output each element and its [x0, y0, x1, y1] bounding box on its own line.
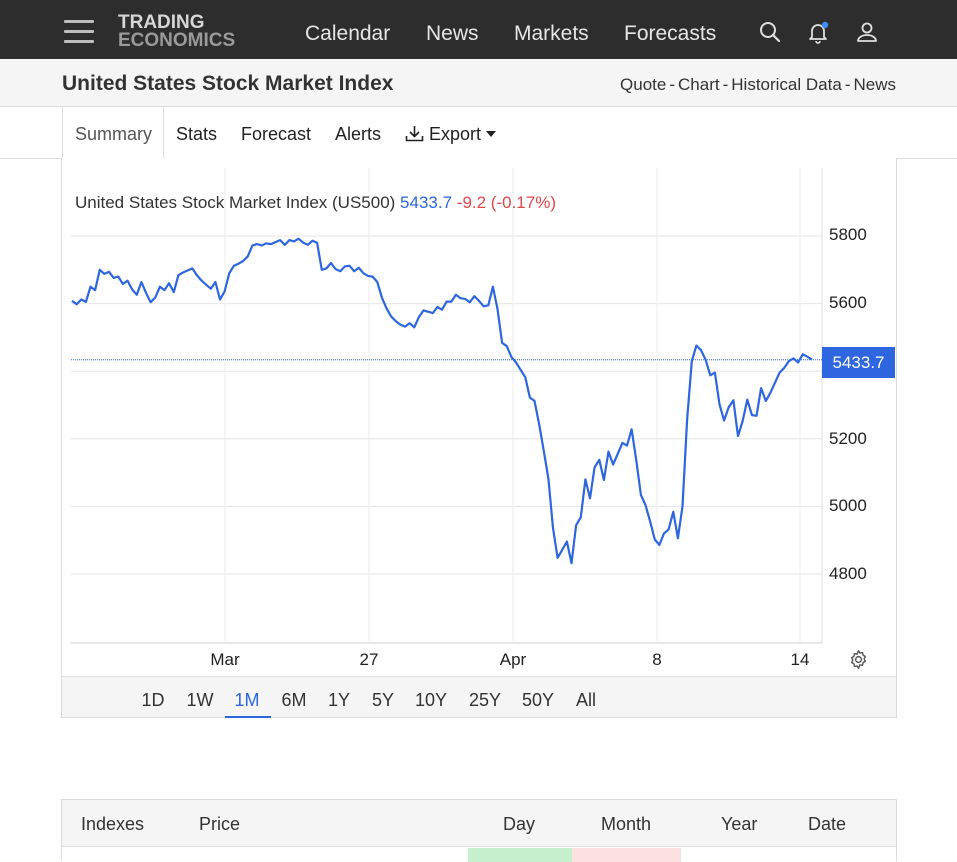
- range-10y[interactable]: 10Y: [414, 690, 448, 710]
- tab-stats[interactable]: Stats: [176, 124, 218, 144]
- link-historical-data[interactable]: Historical Data: [731, 75, 842, 94]
- tab-forecast[interactable]: Forecast: [241, 124, 312, 144]
- nav-calendar[interactable]: Calendar: [305, 22, 391, 45]
- nav-markets[interactable]: Markets: [514, 22, 589, 45]
- range-1y[interactable]: 1Y: [327, 690, 351, 710]
- chart-grid: [71, 168, 823, 644]
- separator: -: [669, 75, 676, 94]
- title-bar: United States Stock Market Index Quote - C…: [0, 59, 957, 107]
- tab-active-frame: [62, 107, 164, 160]
- range-1w[interactable]: 1W: [186, 690, 214, 710]
- last-price: 5433.7: [400, 193, 453, 212]
- nav-news[interactable]: News: [426, 22, 479, 45]
- menu-icon[interactable]: [64, 20, 94, 44]
- link-chart[interactable]: Chart: [678, 75, 720, 94]
- range-selector: 1D 1W 1M 6M 1Y 5Y 10Y 25Y 50Y All: [62, 676, 896, 718]
- chart-header: United States Stock Market Index (US500)…: [75, 193, 556, 213]
- tab-summary[interactable]: Summary: [75, 124, 153, 144]
- y-tick-label: 5600: [829, 293, 867, 312]
- range-1m[interactable]: 1M: [234, 690, 260, 710]
- link-quote[interactable]: Quote: [620, 75, 667, 94]
- indexes-table: Indexes Price Day Month Year Date: [61, 799, 897, 862]
- user-account-icon[interactable]: [855, 20, 879, 44]
- chart-card: [61, 158, 897, 718]
- export-dropdown[interactable]: Export: [405, 124, 497, 145]
- range-5y[interactable]: 5Y: [371, 690, 395, 710]
- link-news[interactable]: News: [853, 75, 896, 94]
- range-50y[interactable]: 50Y: [521, 690, 555, 710]
- caret-down-icon: [486, 131, 497, 137]
- column-header-month[interactable]: Month: [601, 814, 652, 834]
- day-change-cell: [468, 848, 572, 862]
- column-header-price[interactable]: Price: [199, 814, 241, 834]
- download-icon: [405, 126, 424, 142]
- logo-line-1: TRADING: [118, 12, 205, 33]
- range-1d[interactable]: 1D: [141, 690, 165, 710]
- top-navbar: TRADING ECONOMICS Calendar News Markets …: [0, 0, 957, 59]
- x-tick-label: Apr: [499, 650, 527, 669]
- y-tick-label: 5200: [829, 429, 867, 448]
- y-tick-label: 5800: [829, 225, 867, 244]
- price-change: -9.2 (-0.17%): [456, 193, 556, 212]
- search-icon[interactable]: [758, 20, 782, 44]
- price-chart[interactable]: [0, 0, 957, 720]
- separator: -: [722, 75, 729, 94]
- column-header-date[interactable]: Date: [808, 814, 847, 834]
- x-tick-label: 14: [790, 650, 810, 669]
- logo-line-2: ECONOMICS: [118, 30, 236, 51]
- logo[interactable]: TRADING ECONOMICS: [118, 12, 236, 51]
- tab-bar: Summary Stats Forecast Alerts Export: [0, 107, 957, 160]
- last-price-label: 5433.7: [822, 347, 895, 378]
- table-header: Indexes Price Day Month Year Date: [62, 800, 896, 847]
- active-range-underline: [225, 716, 271, 718]
- y-tick-label: 4800: [829, 564, 867, 583]
- x-tick-label: 27: [359, 650, 379, 669]
- month-change-cell: [572, 848, 681, 862]
- x-tick-label: 8: [652, 650, 662, 669]
- chart-settings-gear-icon[interactable]: [848, 649, 869, 670]
- export-label: Export: [429, 124, 482, 144]
- nav-forecasts[interactable]: Forecasts: [624, 22, 717, 45]
- column-header-indexes[interactable]: Indexes: [81, 814, 145, 834]
- tab-alerts[interactable]: Alerts: [335, 124, 382, 144]
- range-all[interactable]: All: [575, 690, 597, 710]
- instrument-name: United States Stock Market Index (US500): [75, 193, 396, 212]
- column-header-day[interactable]: Day: [503, 814, 536, 834]
- separator: -: [844, 75, 851, 94]
- x-tick-label: Mar: [210, 650, 240, 669]
- series-line-us500: [71, 237, 813, 565]
- y-tick-label: 5000: [829, 496, 867, 515]
- range-25y[interactable]: 25Y: [468, 690, 502, 710]
- page-title: United States Stock Market Index: [62, 72, 394, 95]
- range-6m[interactable]: 6M: [281, 690, 307, 710]
- quick-links: Quote - Chart - Historical Data - News: [620, 75, 896, 95]
- column-header-year[interactable]: Year: [721, 814, 758, 834]
- notifications-bell-icon[interactable]: [806, 20, 830, 44]
